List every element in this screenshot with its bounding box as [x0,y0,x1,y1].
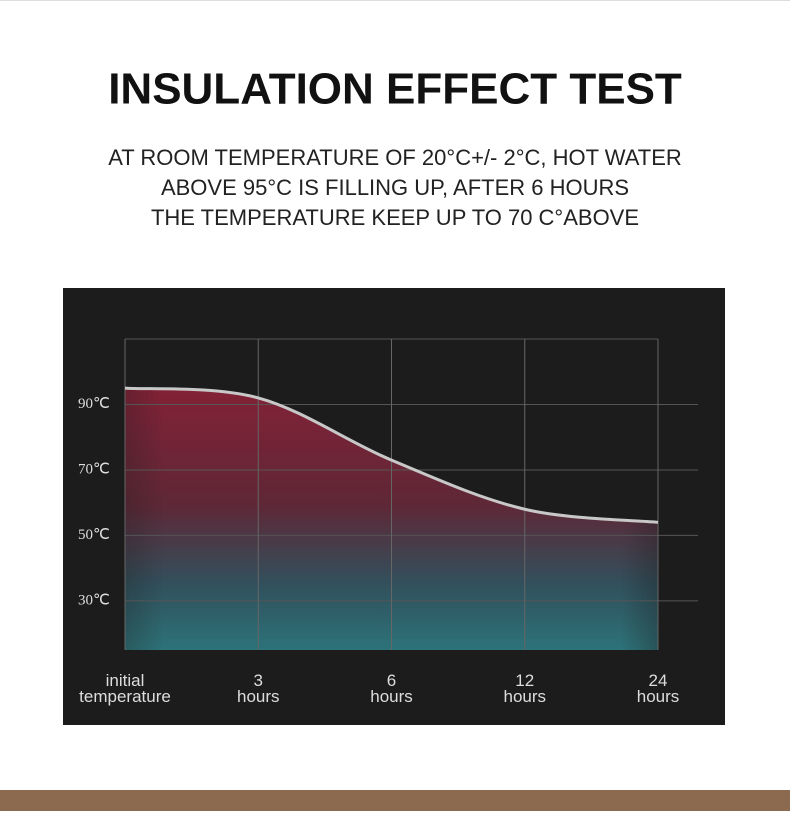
x-tick-label: 12 hours [503,671,546,706]
y-tick-label: 50℃ [78,527,110,543]
bottom-bar [0,790,790,811]
title: INSULATION EFFECT TEST [108,65,682,114]
subtitle: AT ROOM TEMPERATURE OF 20°C+/- 2°C, HOT … [108,145,682,230]
subtitle-line: ABOVE 95°C IS FILLING UP, AFTER 6 HOURS [161,175,629,200]
x-tick-label: 24 hours [637,671,680,706]
subtitle-line: AT ROOM TEMPERATURE OF 20°C+/- 2°C, HOT … [108,145,682,170]
temperature-line [124,386,659,524]
x-tick-label: initial temperature [79,671,171,706]
plot: 30℃ 50℃ 70℃ 90℃ initial temperature 3 hours 6 hou… [78,338,698,706]
y-tick-label: 90℃ [78,396,110,412]
y-tick-label: 70℃ [78,461,110,477]
y-tick-label: 30℃ [78,592,110,608]
x-tick-label: 6 hours [370,671,413,706]
subtitle-line: THE TEMPERATURE KEEP UP TO 70 C°ABOVE [151,205,639,230]
x-tick-label: 3 hours [237,671,280,706]
